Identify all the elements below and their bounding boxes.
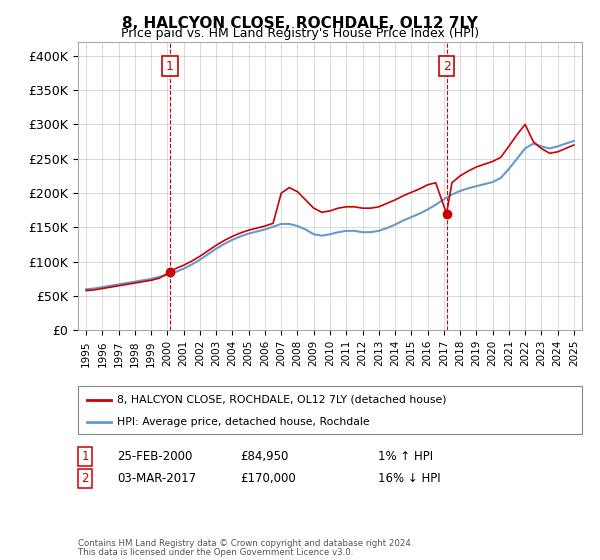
Text: £84,950: £84,950 — [240, 450, 289, 463]
Text: Contains HM Land Registry data © Crown copyright and database right 2024.: Contains HM Land Registry data © Crown c… — [78, 539, 413, 548]
Text: 16% ↓ HPI: 16% ↓ HPI — [378, 472, 440, 486]
Text: 8, HALCYON CLOSE, ROCHDALE, OL12 7LY: 8, HALCYON CLOSE, ROCHDALE, OL12 7LY — [122, 16, 478, 31]
Text: 03-MAR-2017: 03-MAR-2017 — [117, 472, 196, 486]
Text: 1% ↑ HPI: 1% ↑ HPI — [378, 450, 433, 463]
Text: HPI: Average price, detached house, Rochdale: HPI: Average price, detached house, Roch… — [117, 417, 370, 427]
Text: Price paid vs. HM Land Registry's House Price Index (HPI): Price paid vs. HM Land Registry's House … — [121, 27, 479, 40]
Text: £170,000: £170,000 — [240, 472, 296, 486]
Text: 1: 1 — [82, 450, 89, 463]
Text: 2: 2 — [82, 472, 89, 486]
Text: 2: 2 — [443, 59, 451, 73]
Text: This data is licensed under the Open Government Licence v3.0.: This data is licensed under the Open Gov… — [78, 548, 353, 557]
Text: 25-FEB-2000: 25-FEB-2000 — [117, 450, 193, 463]
Text: 8, HALCYON CLOSE, ROCHDALE, OL12 7LY (detached house): 8, HALCYON CLOSE, ROCHDALE, OL12 7LY (de… — [117, 395, 446, 405]
Text: 1: 1 — [166, 59, 174, 73]
